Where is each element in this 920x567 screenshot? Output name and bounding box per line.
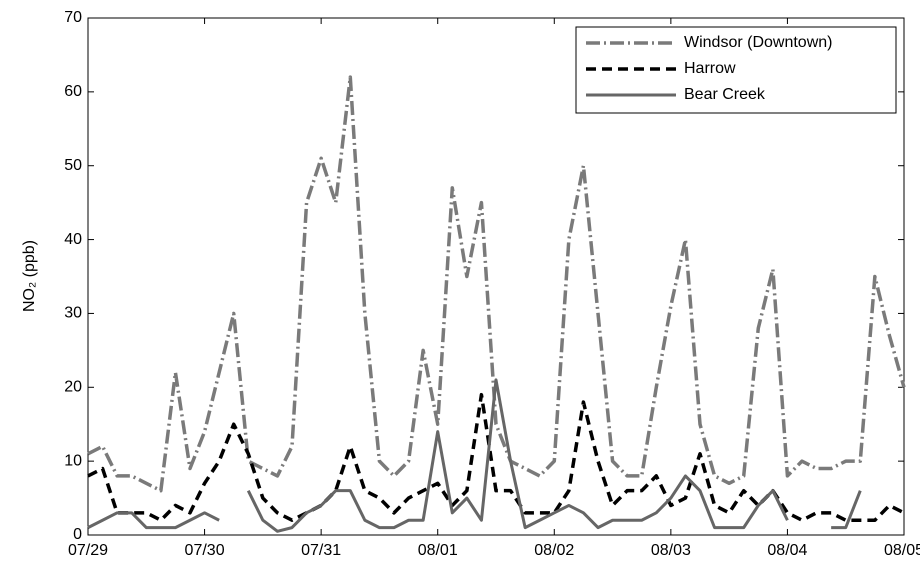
x-tick-label: 07/29 [68, 542, 108, 559]
x-tick-label: 08/04 [767, 542, 807, 559]
legend-label: Windsor (Downtown) [684, 34, 832, 51]
y-tick-label: 40 [64, 231, 82, 248]
y-tick-label: 70 [64, 9, 82, 26]
y-tick-label: 10 [64, 452, 82, 469]
y-axis-label: NO₂ (ppb) [21, 240, 38, 312]
x-tick-label: 08/05 [884, 542, 920, 559]
y-tick-label: 0 [73, 526, 82, 543]
legend-box [575, 26, 897, 114]
series-line [87, 75, 906, 493]
y-tick-label: 50 [64, 157, 82, 174]
y-tick-label: 20 [64, 379, 82, 396]
x-tick-label: 08/01 [418, 542, 458, 559]
series-line [87, 378, 862, 533]
x-tick-label: 07/31 [301, 542, 341, 559]
x-tick-label: 08/02 [534, 542, 574, 559]
legend-label: Harrow [684, 60, 736, 77]
y-tick-label: 60 [64, 83, 82, 100]
plot-area [87, 17, 905, 536]
legend-label: Bear Creek [684, 86, 766, 103]
x-tick-label: 08/03 [651, 542, 691, 559]
x-tick-label: 07/30 [185, 542, 225, 559]
y-tick-label: 30 [64, 305, 82, 322]
